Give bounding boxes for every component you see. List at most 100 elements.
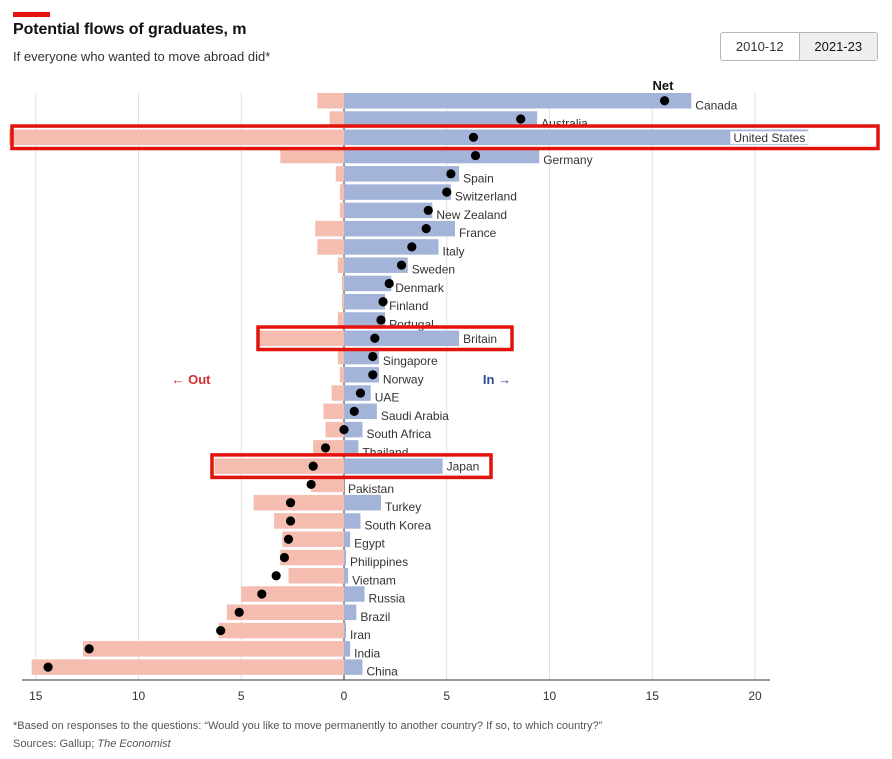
out-bar-japan: [214, 458, 344, 474]
x-tick-label: 5: [238, 689, 245, 703]
net-dot-south-africa: [339, 425, 349, 435]
x-tick-label: 10: [543, 689, 557, 703]
sources: Sources: Gallup; The Economist: [13, 738, 171, 750]
country-label-britain: Britain: [463, 332, 497, 346]
period-option-2021-23[interactable]: 2021-23: [799, 33, 877, 60]
out-bar-norway: [339, 367, 344, 383]
out-bar-germany: [280, 147, 344, 164]
out-bar-sweden: [337, 257, 344, 273]
in-bar-britain: [344, 330, 460, 347]
out-bar-philippines: [280, 549, 344, 566]
in-bar-denmark: [344, 275, 392, 292]
in-bar-philippines: [344, 549, 347, 566]
out-bar-russia: [241, 586, 344, 602]
out-bar-brazil: [226, 604, 344, 621]
net-dot-iran: [216, 625, 226, 636]
x-tick-label: 10: [132, 689, 146, 703]
out-bar-britain: [259, 330, 344, 347]
out-bar-singapore: [337, 348, 344, 365]
in-bar-russia: [344, 586, 365, 602]
chart-subtitle: If everyone who wanted to move abroad di…: [13, 49, 271, 64]
chart-title: Potential flows of graduates, m: [13, 21, 247, 38]
out-bar-pakistan: [311, 476, 344, 493]
in-bar-italy: [344, 239, 439, 255]
country-label-egypt: Egypt: [354, 537, 385, 551]
country-label-pakistan: Pakistan: [348, 482, 394, 496]
country-label-canada: Canada: [695, 98, 737, 112]
in-bar-spain: [344, 166, 460, 182]
out-bar-italy: [317, 239, 344, 255]
country-label-finland: Finland: [389, 299, 428, 313]
out-bar-canada: [317, 93, 344, 109]
out-bar-united-states: [9, 129, 344, 146]
country-label-turkey: Turkey: [385, 500, 421, 514]
net-dot-united-states: [468, 132, 479, 142]
out-bar-switzerland: [339, 184, 344, 200]
in-bar-iran: [344, 622, 347, 639]
net-dot-russia: [257, 589, 267, 599]
in-bar-south-korea: [344, 513, 361, 529]
net-dot-switzerland: [442, 187, 452, 197]
period-option-2010-12[interactable]: 2010-12: [721, 33, 800, 60]
in-bar-switzerland: [344, 184, 451, 200]
net-dot-pakistan: [306, 479, 316, 490]
in-bar-canada: [344, 93, 692, 109]
sources-prefix: Sources: Gallup;: [13, 738, 98, 750]
in-bar-brazil: [344, 604, 357, 621]
in-bar-norway: [344, 367, 379, 383]
net-dot-new-zealand: [423, 205, 433, 215]
out-bar-portugal: [337, 312, 344, 328]
country-label-south-africa: South Africa: [366, 427, 431, 441]
label-backdrop-united-states: [730, 131, 809, 145]
country-label-switzerland: Switzerland: [455, 190, 517, 204]
net-dot-australia: [516, 114, 526, 124]
net-dot-japan: [308, 461, 318, 471]
country-label-china: China: [366, 665, 398, 679]
x-tick-label: 15: [29, 689, 43, 703]
out-bar-saudi-arabia: [323, 403, 344, 420]
out-bar-spain: [335, 166, 344, 182]
in-bar-finland: [344, 293, 386, 310]
in-bar-germany: [344, 147, 540, 164]
country-label-australia: Australia: [541, 117, 588, 131]
brand-accent-bar: [13, 12, 50, 17]
in-bar-south-africa: [344, 421, 363, 438]
country-label-new-zealand: New Zealand: [436, 208, 507, 222]
net-dot-portugal: [376, 315, 386, 325]
country-label-brazil: Brazil: [360, 610, 390, 624]
country-label-sweden: Sweden: [412, 263, 455, 277]
in-bar-thailand: [344, 440, 359, 456]
net-label: Net: [653, 78, 675, 93]
country-label-philippines: Philippines: [350, 555, 408, 569]
country-label-russia: Russia: [369, 592, 406, 606]
out-bar-turkey: [253, 494, 344, 511]
in-bar-sweden: [344, 257, 408, 273]
x-tick-label: 20: [748, 689, 762, 703]
country-label-denmark: Denmark: [395, 281, 445, 295]
net-dot-saudi-arabia: [349, 406, 359, 416]
label-backdrop-britain: [460, 332, 501, 346]
country-label-vietnam: Vietnam: [352, 573, 396, 587]
out-bar-india: [83, 641, 344, 657]
in-bar-new-zealand: [344, 202, 433, 219]
country-label-singapore: Singapore: [383, 354, 438, 368]
out-bar-uae: [331, 385, 344, 401]
in-bar-china: [344, 659, 363, 675]
out-bar-new-zealand: [339, 202, 344, 219]
country-label-india: India: [354, 646, 380, 660]
country-label-japan: Japan: [447, 460, 480, 474]
in-bar-egypt: [344, 531, 351, 547]
country-label-norway: Norway: [383, 372, 424, 386]
x-tick-label: 5: [443, 689, 450, 703]
out-bar-denmark: [341, 275, 344, 292]
out-bar-china: [31, 659, 344, 675]
country-label-germany: Germany: [543, 153, 592, 167]
in-bar-australia: [344, 111, 538, 127]
net-dot-italy: [407, 242, 417, 252]
net-dot-norway: [368, 370, 378, 380]
sources-publication: The Economist: [97, 738, 171, 750]
net-dot-denmark: [384, 278, 394, 289]
in-bar-portugal: [344, 312, 386, 328]
country-label-united-states: United States: [733, 131, 805, 145]
in-direction-label: In →: [483, 372, 511, 387]
